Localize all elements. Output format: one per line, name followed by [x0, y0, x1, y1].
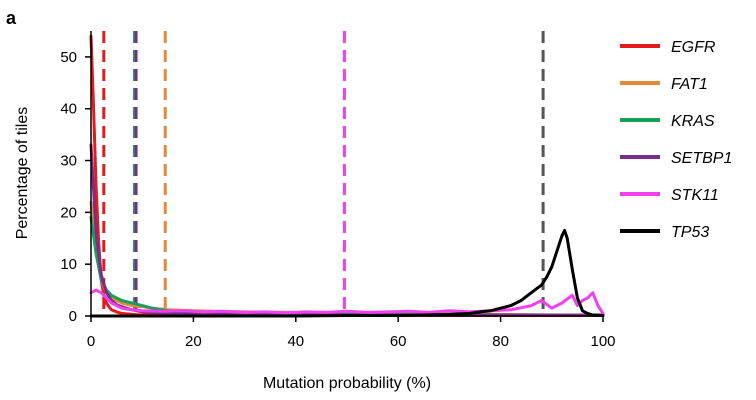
legend: EGFR FAT1 KRAS SETBP1 STK11 TP53	[620, 39, 732, 241]
y-axis-label: Percentage of tiles	[14, 107, 31, 240]
x-axis-label: Mutation probability (%)	[263, 375, 431, 392]
y-tick-label: 20	[60, 204, 77, 221]
series-line-tp53	[89, 229, 605, 318]
x-tick-label: 0	[87, 333, 95, 350]
x-tick-label: 80	[492, 333, 509, 350]
x-ticks: 0 20 40 60 80 100	[87, 316, 616, 350]
threshold-lines	[102, 31, 545, 316]
x-tick-label: 60	[390, 333, 407, 350]
x-tick-label: 100	[590, 333, 615, 350]
series-line-kras	[89, 216, 605, 317]
y-tick-label: 40	[60, 101, 77, 118]
series-line-setbp1	[89, 143, 605, 317]
series-lines	[89, 34, 605, 318]
y-tick-label: 30	[60, 153, 77, 170]
legend-label-stk11: STK11	[671, 187, 719, 204]
legend-label-kras: KRAS	[671, 113, 715, 130]
axes	[90, 31, 603, 317]
x-tick-label: 40	[287, 333, 304, 350]
legend-label-egfr: EGFR	[671, 39, 716, 56]
legend-label-setbp1: SETBP1	[671, 150, 732, 167]
panel-label: a	[6, 8, 17, 28]
y-tick-label: 0	[69, 308, 77, 325]
y-ticks: 0 10 20 30 40 50	[60, 49, 91, 325]
y-tick-label: 10	[60, 256, 77, 273]
legend-label-tp53: TP53	[671, 224, 709, 241]
series-line-stk11	[89, 288, 605, 315]
series-line-egfr	[89, 34, 605, 317]
x-tick-label: 20	[185, 333, 202, 350]
legend-label-fat1: FAT1	[671, 76, 708, 93]
y-tick-label: 50	[60, 49, 77, 66]
